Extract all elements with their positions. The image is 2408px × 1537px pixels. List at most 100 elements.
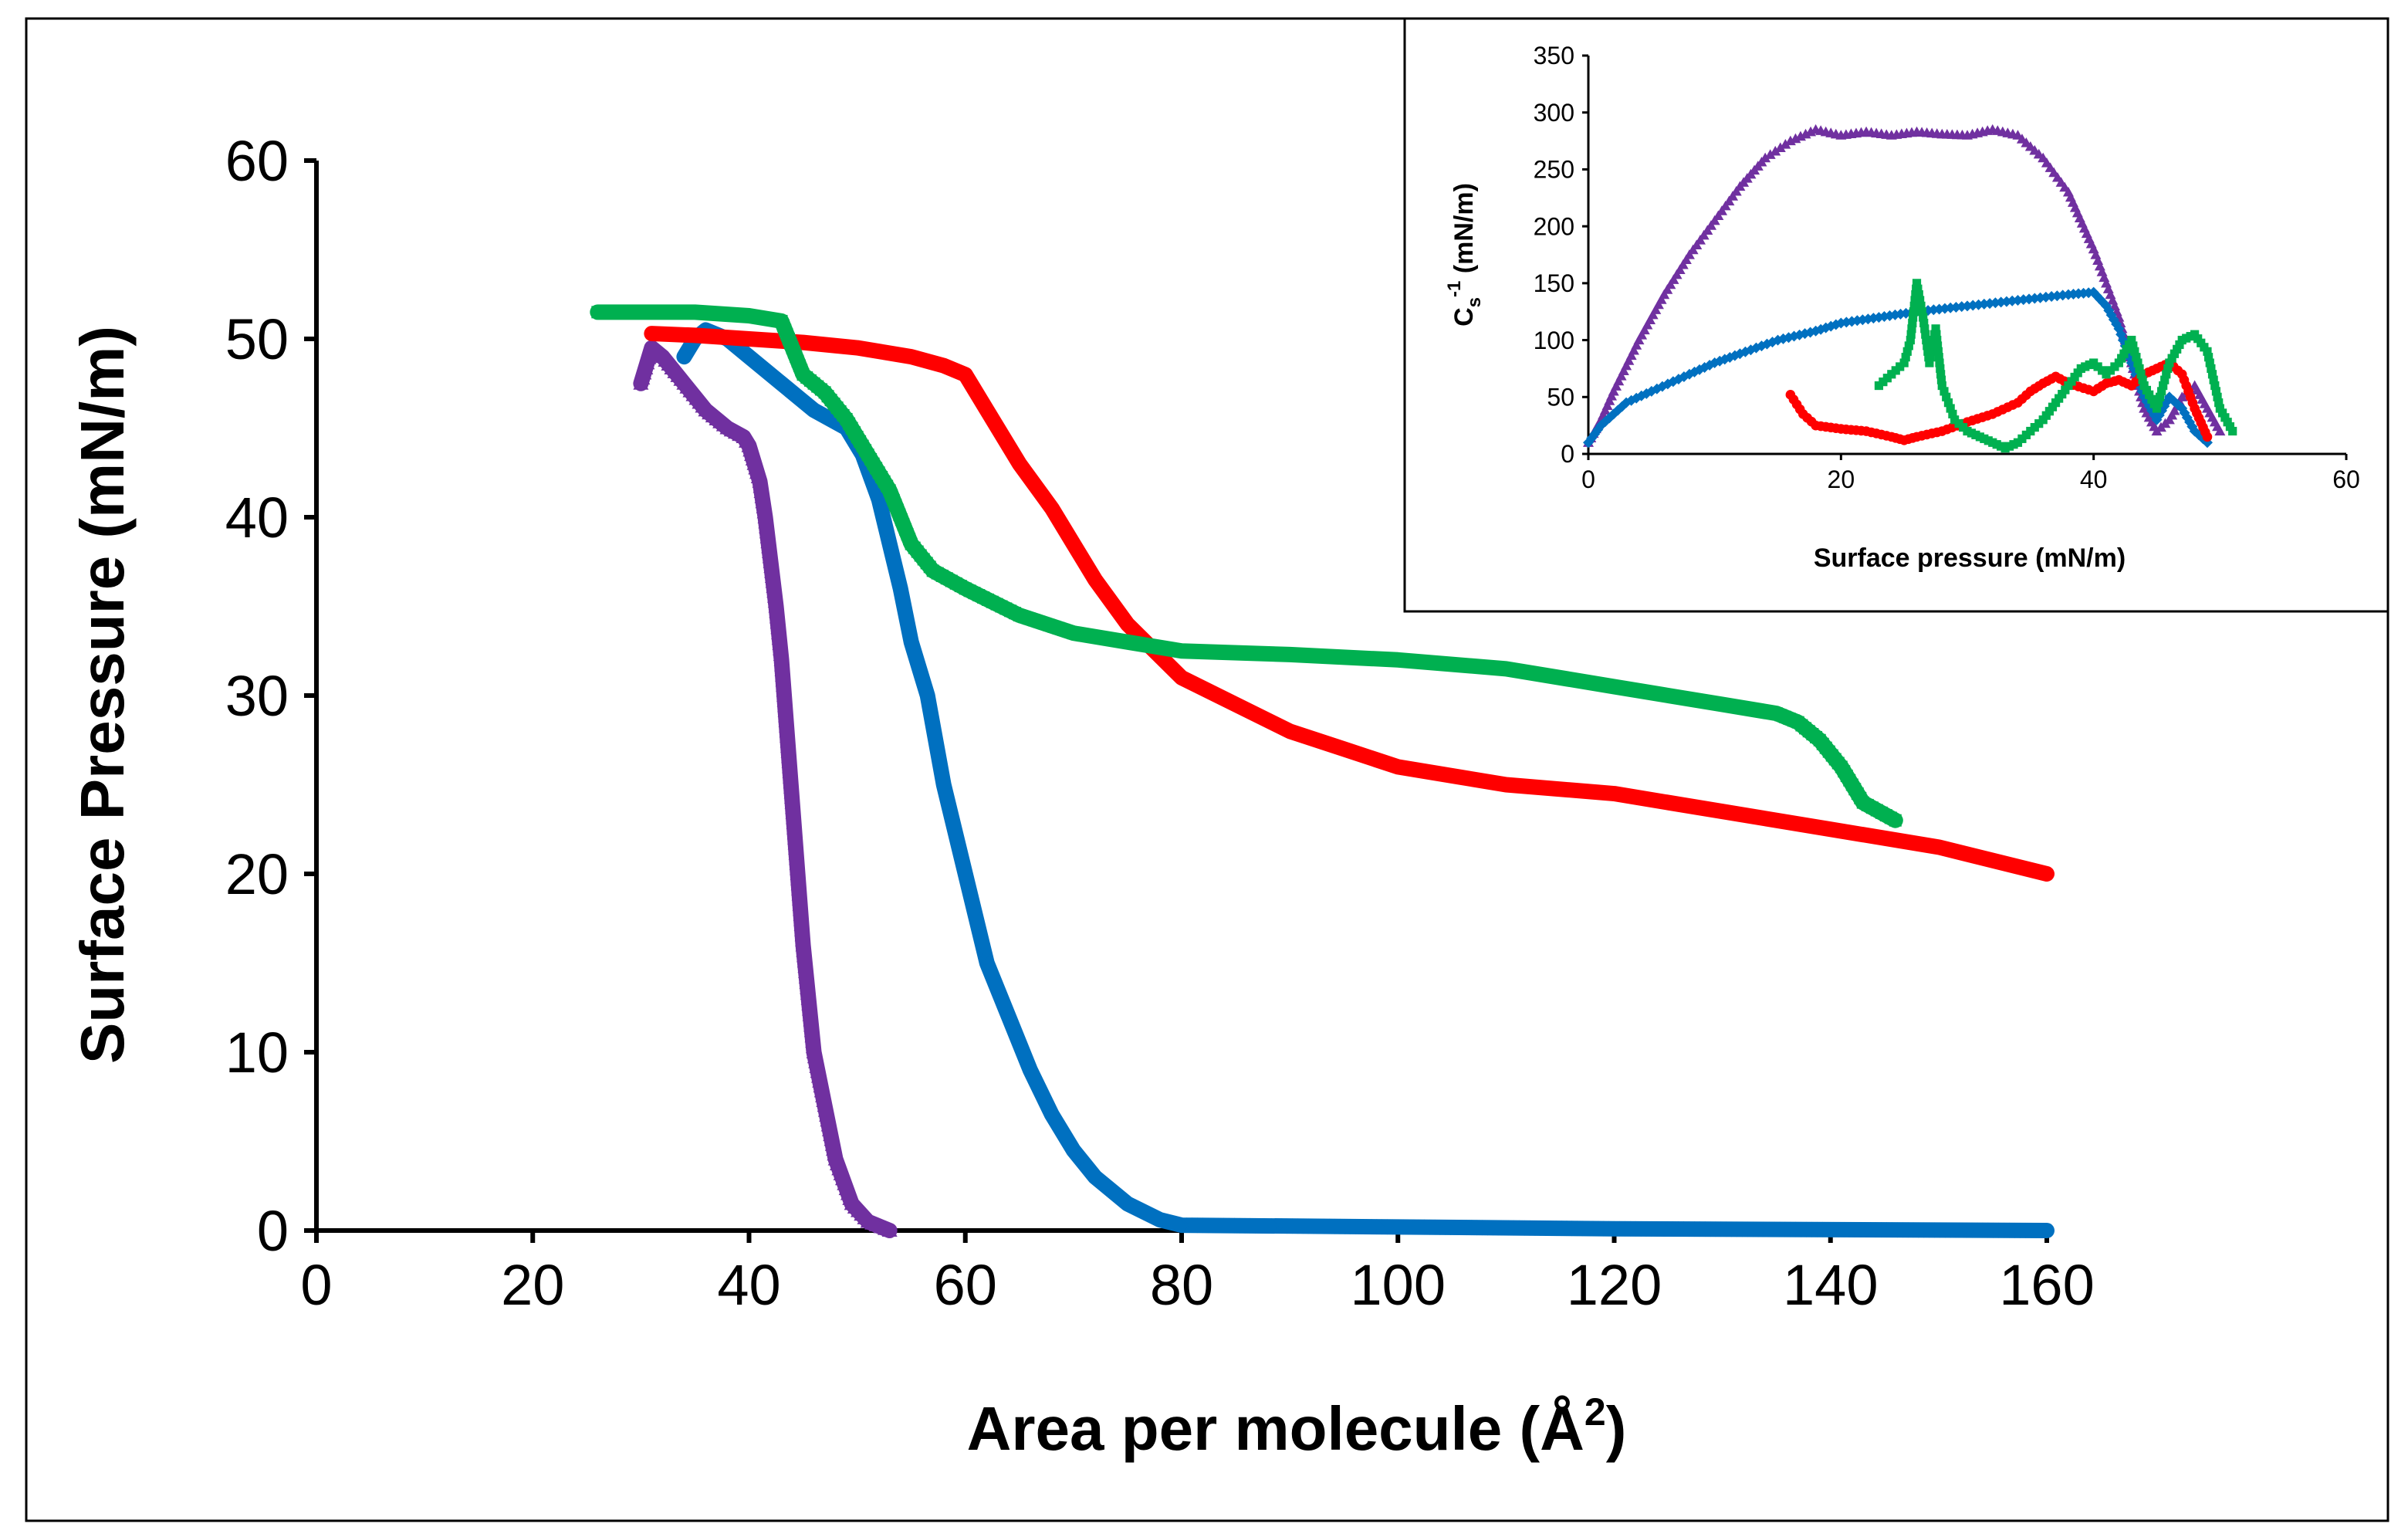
inset-point-green bbox=[2207, 370, 2217, 379]
inset-point-purple bbox=[2214, 425, 2226, 436]
inset-point-purple bbox=[1631, 340, 1642, 350]
inset-point-green bbox=[1902, 347, 1912, 356]
main-y-tick-label: 50 bbox=[225, 307, 289, 371]
inset-point-green bbox=[2210, 381, 2220, 391]
inset-point-purple bbox=[1613, 375, 1625, 386]
inset-point-green bbox=[2207, 364, 2216, 374]
inset-point-green bbox=[1916, 301, 1926, 310]
inset-point-purple bbox=[1770, 145, 1781, 156]
inset-point-purple bbox=[1760, 152, 1771, 163]
inset-point-green bbox=[2127, 335, 2136, 345]
inset-y-axis-label: Cs-1 (mN/m) bbox=[1444, 183, 1485, 327]
inset-point-purple bbox=[1720, 200, 1731, 211]
inset-point-purple bbox=[1709, 215, 1720, 225]
main-x-tick-label: 60 bbox=[934, 1253, 997, 1317]
inset-point-green bbox=[2213, 392, 2222, 401]
inset-point-green bbox=[1906, 330, 1916, 339]
inset-point-purple bbox=[1628, 344, 1639, 355]
inset-point-green bbox=[1920, 324, 1929, 333]
inset-point-green bbox=[1909, 307, 1919, 317]
main-y-tick-label: 0 bbox=[257, 1199, 289, 1263]
inset-point-purple bbox=[1633, 334, 1645, 345]
main-chart: 0 20 40 60 80 100 120 140 160 0 10 20 30 40 50 60 Area … bbox=[68, 129, 2095, 1463]
main-y-tick-label: 30 bbox=[225, 664, 289, 728]
inset-point-green bbox=[1922, 335, 1931, 345]
inset-y-tick-label: 350 bbox=[1534, 42, 1574, 69]
inset-series-group bbox=[1583, 124, 2237, 453]
inset-point-green bbox=[2205, 358, 2214, 367]
inset-point-green bbox=[1928, 341, 1937, 350]
inset-point-green bbox=[2117, 354, 2126, 363]
main-y-tick-label: 40 bbox=[225, 486, 289, 550]
inset-point-green bbox=[1912, 279, 1922, 288]
inset-point-purple bbox=[1705, 220, 1716, 230]
inset-point-green bbox=[2157, 387, 2166, 396]
inset-point-purple bbox=[1608, 385, 1619, 396]
inset-point-purple bbox=[1671, 269, 1683, 279]
main-x-axis-label: Area per molecule (Å2) bbox=[967, 1390, 1627, 1463]
inset-y-tick-label: 300 bbox=[1534, 99, 1574, 127]
inset-point-green bbox=[1921, 330, 1930, 339]
inset-point-purple bbox=[1618, 365, 1629, 375]
inset-point-green bbox=[2130, 347, 2139, 356]
inset-point-green bbox=[2133, 358, 2143, 367]
inset-point-green bbox=[2203, 347, 2212, 356]
inset-point-green bbox=[2175, 340, 2184, 350]
main-x-tick-label: 100 bbox=[1351, 1253, 1446, 1317]
inset-point-green bbox=[2138, 375, 2147, 384]
main-y-tick-label: 60 bbox=[225, 129, 289, 193]
inset-point-green bbox=[1908, 318, 1917, 328]
inset-point-green bbox=[2119, 349, 2129, 358]
inset-point-green bbox=[1919, 313, 1928, 322]
main-y-tick-label: 10 bbox=[225, 1021, 289, 1085]
inset-point-purple bbox=[1683, 249, 1695, 259]
inset-point-green bbox=[2223, 418, 2232, 427]
inset-point-purple bbox=[1656, 294, 1667, 304]
inset-y-tick-label: 150 bbox=[1534, 269, 1574, 297]
main-x-tick-label: 140 bbox=[1783, 1253, 1878, 1317]
inset-point-green bbox=[2135, 364, 2144, 374]
inset-point-purple bbox=[1680, 254, 1692, 265]
inset-point-green bbox=[2214, 398, 2224, 408]
inset-point-green bbox=[1907, 324, 1916, 333]
inset-point-purple bbox=[1625, 350, 1637, 361]
inset-point-green bbox=[1933, 347, 1943, 356]
inset-point-green bbox=[1927, 347, 1936, 356]
inset-point-purple bbox=[1687, 244, 1699, 255]
inset-point-green bbox=[1943, 398, 1953, 408]
inset-point-green bbox=[1926, 353, 1935, 362]
inset-point-green bbox=[1917, 307, 1926, 317]
inset-point-green bbox=[2211, 387, 2221, 396]
inset-point-green bbox=[2209, 375, 2218, 384]
inset-point-purple bbox=[1652, 299, 1664, 310]
inset-point-green bbox=[2165, 358, 2174, 367]
inset-point-green bbox=[1931, 324, 1940, 333]
main-point-blue bbox=[676, 349, 692, 365]
inset-point-purple bbox=[1668, 274, 1679, 284]
inset-point-green bbox=[1935, 358, 1944, 367]
inset-point-purple bbox=[1727, 191, 1739, 201]
main-series-purple bbox=[633, 340, 898, 1238]
inset-point-green bbox=[2215, 404, 2224, 413]
inset-point-green bbox=[1940, 387, 1949, 396]
inset-point-purple bbox=[1713, 210, 1724, 221]
inset-point-purple bbox=[1691, 239, 1703, 249]
inset-point-green bbox=[2228, 426, 2237, 436]
inset-point-green bbox=[2147, 394, 2156, 404]
inset-point-green bbox=[1919, 318, 1929, 328]
main-x-tick-label: 80 bbox=[1150, 1253, 1213, 1317]
inset-point-green bbox=[2129, 341, 2138, 350]
inset-x-tick-label: 60 bbox=[2332, 466, 2360, 493]
inset-point-green bbox=[2167, 354, 2176, 363]
inset-point-purple bbox=[1650, 304, 1662, 314]
main-series-green bbox=[590, 304, 1903, 828]
inset-x-tick-label: 0 bbox=[1581, 466, 1595, 493]
inset-point-purple bbox=[1665, 279, 1676, 289]
inset-point-green bbox=[2159, 381, 2168, 391]
inset-y-tick-label: 50 bbox=[1547, 383, 1574, 411]
inset-point-green bbox=[1901, 353, 1910, 362]
inset-point-green bbox=[1932, 330, 1941, 339]
inset-point-green bbox=[1946, 404, 1955, 413]
inset-point-green bbox=[1910, 296, 1919, 305]
inset-point-green bbox=[2142, 385, 2152, 395]
